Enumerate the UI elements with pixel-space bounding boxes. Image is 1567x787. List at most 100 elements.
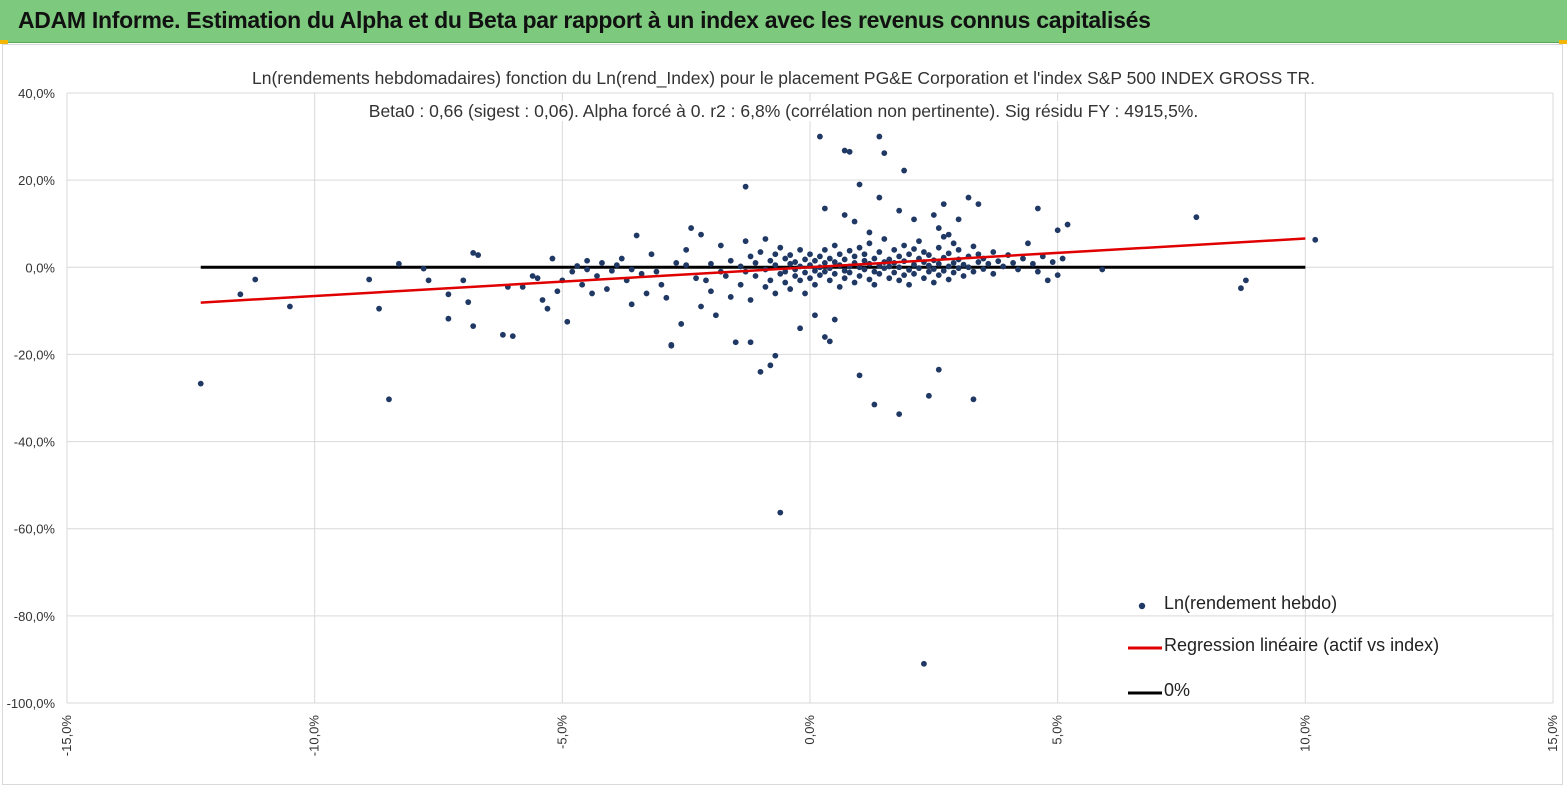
data-point (663, 294, 670, 301)
data-point (420, 265, 427, 272)
data-point (841, 275, 848, 282)
data-point (599, 260, 605, 266)
data-point (851, 279, 858, 286)
y-tick-label: -100,0% (7, 696, 56, 711)
data-point (985, 260, 992, 267)
data-point (812, 312, 818, 319)
data-point (470, 323, 477, 330)
data-point (564, 318, 571, 325)
data-point (916, 265, 922, 272)
data-point (916, 238, 922, 245)
data-point (826, 338, 833, 345)
legend-item-zero: 0% (1128, 680, 1488, 706)
data-point (906, 251, 912, 258)
data-point (584, 266, 590, 273)
data-point (802, 269, 808, 276)
x-tick-label: 0,0% (802, 715, 817, 745)
data-point (970, 396, 977, 403)
y-tick-label: -20,0% (14, 347, 56, 362)
y-tick-label: 20,0% (18, 173, 55, 188)
data-point (940, 201, 947, 208)
data-point (767, 257, 774, 264)
data-point (821, 246, 828, 253)
chart-legend: Ln(rendement hebdo) Regression linéaire … (1128, 588, 1488, 708)
data-point (851, 218, 858, 225)
data-point (980, 266, 987, 272)
data-point (688, 225, 695, 231)
data-point (747, 297, 754, 303)
data-point (975, 259, 982, 265)
data-point (930, 212, 937, 218)
data-point (633, 232, 640, 239)
data-point (930, 266, 937, 272)
data-point (1238, 285, 1244, 292)
data-point (693, 275, 699, 282)
corner-mark (1559, 40, 1567, 44)
data-point (921, 249, 927, 255)
data-point (395, 260, 402, 267)
data-point (935, 225, 942, 231)
data-point (792, 273, 799, 279)
data-point (727, 257, 734, 264)
data-point (817, 133, 823, 140)
data-point (757, 249, 764, 255)
data-point (945, 263, 952, 270)
data-point (821, 205, 828, 212)
data-point (831, 316, 838, 323)
data-point (861, 257, 868, 264)
data-point (802, 256, 808, 263)
data-point (896, 264, 903, 271)
data-point (574, 263, 581, 269)
data-point (960, 273, 967, 279)
legend-label: 0% (1164, 680, 1191, 700)
data-point (901, 242, 908, 249)
data-point (925, 392, 932, 399)
data-point (876, 194, 883, 201)
data-point (896, 253, 903, 260)
data-point (871, 255, 878, 262)
data-point (752, 273, 759, 279)
data-point (762, 283, 769, 290)
y-tick-label: 0,0% (25, 260, 55, 275)
data-point (509, 333, 516, 340)
data-point (876, 133, 883, 140)
data-point (708, 260, 714, 267)
data-point (1020, 255, 1026, 262)
data-point (1193, 214, 1200, 221)
data-point (990, 270, 997, 277)
data-point (787, 252, 794, 258)
data-point (940, 267, 947, 274)
data-point (1054, 227, 1061, 234)
data-point (787, 260, 794, 267)
data-point (737, 263, 744, 270)
legend-item-scatter: Ln(rendement hebdo) (1128, 593, 1488, 619)
data-point (970, 268, 977, 275)
data-point (955, 265, 962, 272)
data-point (460, 277, 467, 284)
data-point (886, 275, 893, 282)
data-point (1025, 240, 1031, 247)
data-point (717, 242, 724, 249)
data-point (881, 265, 888, 272)
data-point (955, 216, 962, 223)
data-point (703, 277, 709, 284)
data-point (1049, 259, 1056, 265)
data-point (930, 279, 937, 286)
data-point (579, 281, 586, 288)
data-point (252, 276, 259, 283)
data-point (990, 249, 997, 255)
data-point (777, 270, 784, 277)
data-point (831, 242, 838, 249)
data-point (787, 286, 794, 292)
data-point (549, 255, 556, 262)
data-point (712, 312, 719, 319)
data-point (841, 256, 848, 263)
data-point (866, 229, 873, 236)
data-point (871, 281, 878, 288)
data-point (886, 256, 893, 263)
data-point (817, 253, 823, 260)
data-point (826, 255, 833, 262)
y-tick-label: -60,0% (14, 522, 56, 537)
data-point (772, 251, 779, 258)
